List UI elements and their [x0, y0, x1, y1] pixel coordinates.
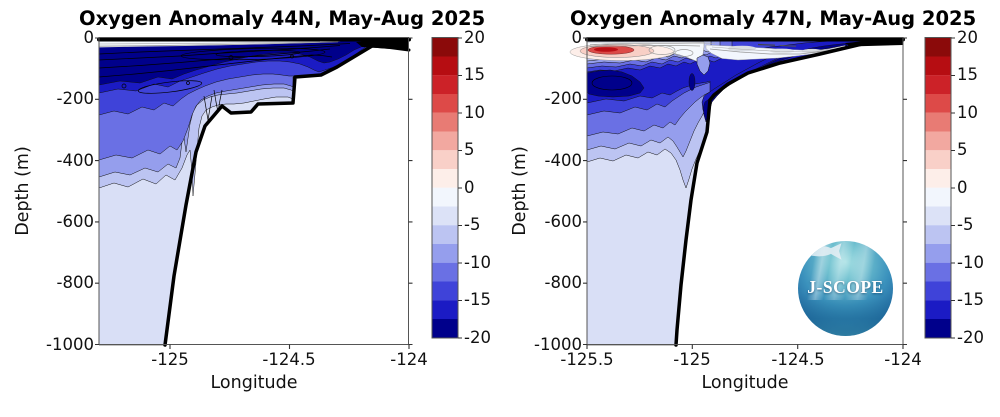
colorbar-segment — [925, 262, 951, 282]
cbtick-47n-7: -15 — [957, 290, 984, 309]
ytick-47n-3: -600 — [544, 212, 582, 231]
colorbar-segment — [925, 169, 951, 188]
axes-frame-47n — [586, 37, 904, 345]
colorbar-segment — [925, 75, 951, 95]
ytick-47n-1: -200 — [544, 89, 582, 108]
cbtick-47n-4: 0 — [957, 178, 968, 197]
cbtick-44n-8: -20 — [464, 328, 491, 347]
contour-field-44n — [98, 39, 401, 346]
xtick-44n-2: -124 — [390, 350, 428, 369]
cbtick-44n-7: -15 — [464, 290, 491, 309]
cbtick-47n-1: 15 — [957, 65, 978, 84]
cbtick-44n-4: 0 — [464, 178, 475, 197]
ytick-44n-5: -1000 — [46, 335, 94, 354]
colorbar-segment — [925, 187, 951, 207]
ytick-47n-4: -800 — [544, 273, 582, 292]
ytick-47n-0: 0 — [571, 28, 583, 47]
cbtick-47n-8: -20 — [957, 328, 984, 347]
colorbar-segment — [925, 131, 951, 151]
colorbar-segment — [432, 300, 458, 320]
logo-text: J-SCOPE — [807, 277, 884, 297]
xtick-47n-0: -125.5 — [560, 350, 614, 369]
xtick-47n-3: -124 — [884, 350, 922, 369]
colorbar-segment — [925, 244, 951, 263]
y-axis-label-47n: Depth (m) — [510, 146, 530, 236]
colorbar-segment — [925, 112, 951, 132]
colorbar-segment — [925, 300, 951, 320]
xtick-47n-2: -124.5 — [771, 350, 825, 369]
y-axis-label-44n: Depth (m) — [13, 146, 33, 236]
jscope-logo: J-SCOPE — [798, 241, 893, 336]
cbtick-44n-2: 10 — [464, 103, 485, 122]
colorbar-segment — [925, 319, 951, 338]
colorbar-ticks — [458, 37, 955, 339]
ytick-47n-5: -1000 — [534, 335, 582, 354]
colorbar-segment — [432, 150, 458, 170]
cbtick-47n-6: -10 — [957, 253, 984, 272]
xtick-44n-1: -124.5 — [262, 350, 316, 369]
logo-deep-water — [798, 293, 893, 336]
x-axis-label-47n: Longitude — [701, 373, 789, 393]
colorbar-segment — [432, 131, 458, 151]
ytick-44n-3: -600 — [56, 212, 94, 231]
colorbar-segment — [432, 187, 458, 207]
x-axis-label-44n: Longitude — [210, 373, 298, 393]
cbtick-47n-0: 20 — [957, 28, 978, 47]
colorbar-segment — [925, 281, 951, 301]
cbtick-47n-5: -5 — [957, 215, 974, 234]
colorbar-segment — [925, 206, 951, 226]
xtick-47n-1: -125 — [673, 350, 711, 369]
cbtick-44n-6: -10 — [464, 253, 491, 272]
colorbar-segment — [925, 56, 951, 76]
ytick-44n-4: -800 — [56, 273, 94, 292]
panel-title-44n: Oxygen Anomaly 44N, May-Aug 2025 — [79, 7, 486, 30]
colorbar-segment — [432, 94, 458, 113]
colorbar-segment — [432, 37, 458, 57]
colorbar-segment — [432, 262, 458, 282]
colorbar-segment — [432, 206, 458, 226]
cbtick-44n-0: 20 — [464, 28, 485, 47]
cbtick-44n-1: 15 — [464, 65, 485, 84]
colorbar-segment — [432, 319, 458, 338]
xtick-44n-0: -125 — [151, 350, 189, 369]
colorbar-segment — [432, 75, 458, 95]
tuna-fish-icon — [801, 243, 842, 260]
colorbar-segment — [925, 37, 951, 57]
ytick-47n-2: -400 — [544, 151, 582, 170]
tick-marks — [95, 37, 907, 349]
ytick-44n-1: -200 — [56, 89, 94, 108]
colorbar-segment — [432, 244, 458, 263]
cbtick-44n-3: 5 — [464, 140, 475, 159]
ytick-44n-0: 0 — [83, 28, 95, 47]
colorbar-44n — [432, 37, 458, 338]
colorbar-segment — [432, 281, 458, 301]
colorbar-segment — [432, 112, 458, 132]
colorbar-segment — [925, 225, 951, 245]
colorbar-segment — [925, 94, 951, 113]
contour-field-47n — [569, 39, 894, 346]
colorbar-47n — [925, 37, 951, 338]
cbtick-47n-3: 5 — [957, 140, 968, 159]
axes-frame-44n — [98, 37, 409, 345]
cbtick-47n-2: 10 — [957, 103, 978, 122]
colorbar-segment — [432, 169, 458, 188]
bathymetry-47n — [585, 37, 905, 347]
bathymetry-44n — [97, 37, 411, 347]
colorbar-segment — [432, 225, 458, 245]
ytick-44n-2: -400 — [56, 151, 94, 170]
panel-title-47n: Oxygen Anomaly 47N, May-Aug 2025 — [570, 7, 977, 30]
colorbar-segment — [432, 56, 458, 76]
colorbar-segment — [925, 150, 951, 170]
cbtick-44n-5: -5 — [464, 215, 481, 234]
